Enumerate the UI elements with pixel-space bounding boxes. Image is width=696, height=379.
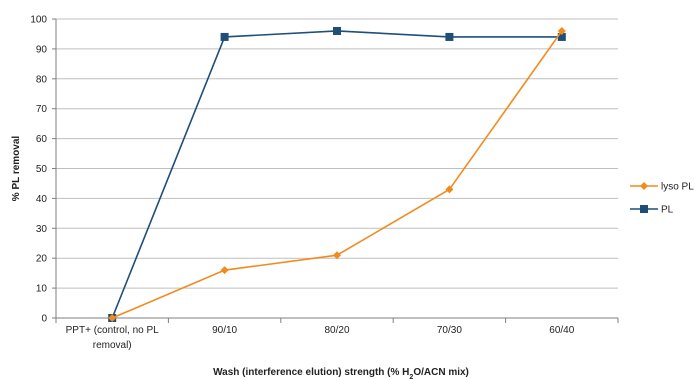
y-tick-label: 90 xyxy=(36,44,48,55)
y-tick-label: 10 xyxy=(36,284,48,295)
y-tick-label: 100 xyxy=(30,15,47,26)
y-tick-label: 40 xyxy=(36,194,48,205)
y-tick-label: 60 xyxy=(36,134,48,145)
series-lyso-pl xyxy=(108,26,566,322)
legend-marker xyxy=(640,182,648,190)
data-point xyxy=(108,314,117,322)
x-tick-label: removal) xyxy=(93,340,132,351)
x-tick-label: 80/20 xyxy=(324,325,349,336)
legend-marker xyxy=(640,205,648,213)
series xyxy=(108,26,566,322)
x-tick-label: PPT+ (control, no PL xyxy=(66,325,160,336)
data-point xyxy=(445,185,454,194)
gridlines xyxy=(56,18,618,289)
series-pl xyxy=(108,26,566,322)
y-tick-label: 20 xyxy=(36,254,48,265)
x-axis-title: Wash (interference elution) strength (% … xyxy=(213,367,469,379)
x-tick-label: 90/10 xyxy=(212,325,237,336)
series-line xyxy=(111,30,562,319)
x-axis-title-subscript: 2 xyxy=(409,374,413,379)
legend-item: PL xyxy=(630,205,674,216)
data-point xyxy=(445,32,454,41)
y-tick-labels: 0 10 20 30 40 50 60 70 80 90 100 xyxy=(30,15,47,325)
legend-label: PL xyxy=(661,205,674,216)
y-axis-title: % PL removal xyxy=(11,136,22,202)
data-point xyxy=(333,26,341,35)
y-tick-label: 80 xyxy=(36,74,48,85)
x-tick-label: 60/40 xyxy=(549,325,574,336)
x-tick-labels: PPT+ (control, no PL removal) 90/10 80/20 70… xyxy=(66,325,575,351)
legend-item: lyso PL xyxy=(630,182,694,193)
x-axis-title-part: Wash (interference elution) strength (% … xyxy=(213,367,409,378)
x-axis-title-part: O/ACN mix) xyxy=(413,367,469,378)
data-point xyxy=(557,32,566,41)
axes xyxy=(52,18,619,323)
series-line xyxy=(111,30,563,319)
y-tick-label: 70 xyxy=(36,104,48,115)
legend-label: lyso PL xyxy=(661,182,694,193)
y-tick-label: 50 xyxy=(36,164,48,175)
data-point xyxy=(220,266,229,275)
y-tick-label: 30 xyxy=(36,224,48,235)
y-tick-label: 0 xyxy=(41,314,47,325)
x-tick-label: 70/30 xyxy=(437,325,462,336)
legend: lyso PL PL xyxy=(630,182,694,216)
data-point xyxy=(333,251,341,260)
data-point xyxy=(220,32,229,41)
data-point xyxy=(557,26,566,35)
